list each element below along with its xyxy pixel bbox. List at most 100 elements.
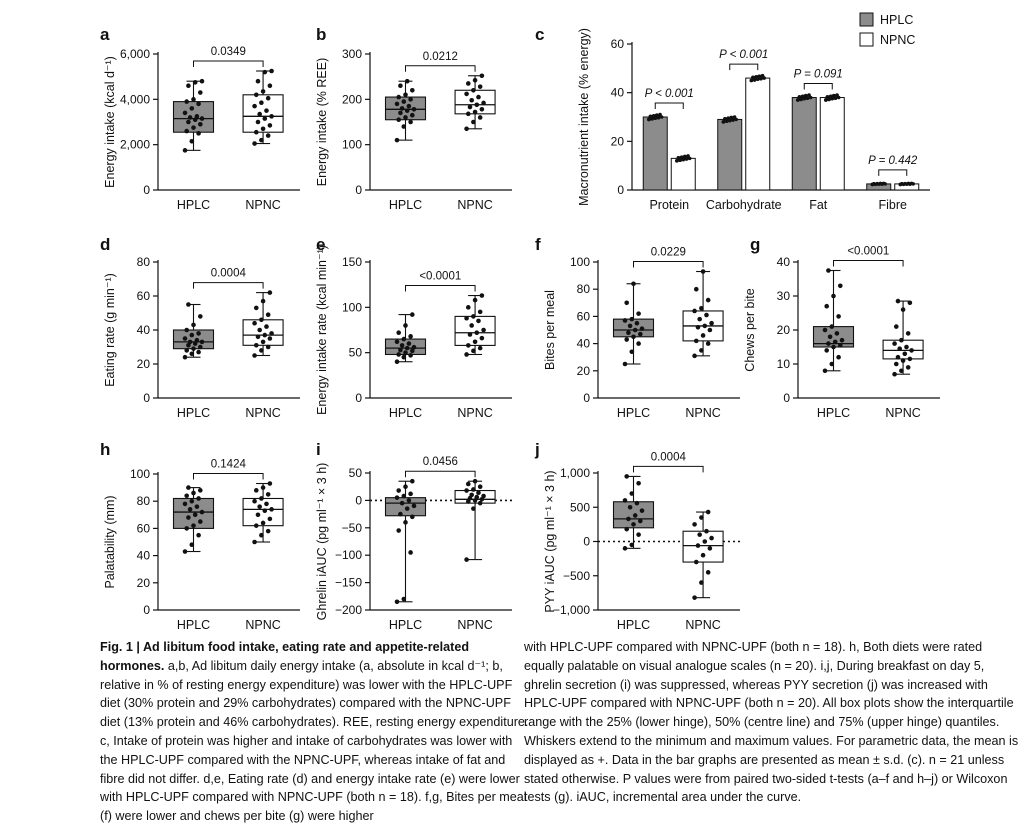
data-point <box>265 492 271 497</box>
data-point <box>622 498 628 503</box>
panel-label: f <box>535 235 541 254</box>
x-tick-label: HPLC <box>817 406 850 420</box>
data-point <box>198 121 203 127</box>
data-point <box>252 141 257 146</box>
panel-label: b <box>316 25 326 44</box>
data-point <box>880 182 884 186</box>
data-point <box>471 119 476 125</box>
data-point <box>675 159 679 163</box>
panel-label: g <box>750 235 760 254</box>
data-point <box>182 110 188 116</box>
box-npnc <box>242 481 284 545</box>
data-point <box>900 358 906 363</box>
x-tick-label: HPLC <box>177 198 210 212</box>
data-point <box>410 112 415 118</box>
data-point <box>834 331 840 336</box>
data-point <box>257 504 262 509</box>
significance-bracket <box>878 169 908 176</box>
y-tick-label: −500 <box>563 569 590 583</box>
data-point <box>401 596 407 602</box>
data-point <box>255 334 261 340</box>
p-value-label: 0.0004 <box>211 268 247 280</box>
data-point <box>396 352 402 357</box>
x-tick-label: Fat <box>809 198 828 212</box>
box-hplc <box>172 302 215 360</box>
data-point <box>396 117 402 123</box>
data-point <box>629 491 635 496</box>
data-point <box>464 352 469 357</box>
data-point <box>892 341 897 346</box>
bar-hplc <box>791 97 817 191</box>
legend-label: NPNC <box>880 33 915 47</box>
bar-group-fibre: P = 0.442 <box>866 155 920 191</box>
panel-d: 0 20 40 60 80 Eating rate (g min⁻¹) d HPLC NPNC 0… <box>100 235 300 420</box>
data-point <box>198 488 203 493</box>
data-point <box>705 509 711 515</box>
data-point <box>833 96 838 100</box>
y-tick-label: 80 <box>137 255 151 269</box>
data-point <box>634 320 640 326</box>
box-hplc <box>384 478 427 605</box>
y-tick-label: 0 <box>783 391 790 405</box>
data-point <box>883 182 887 186</box>
data-point <box>472 339 478 345</box>
data-point <box>624 474 629 479</box>
x-tick-label: HPLC <box>177 406 210 420</box>
data-point <box>189 351 195 357</box>
data-point <box>479 73 485 79</box>
y-tick-label: 2,000 <box>120 138 150 152</box>
data-point <box>899 368 904 374</box>
data-point <box>265 312 271 318</box>
data-point <box>626 330 631 336</box>
data-point <box>632 513 638 518</box>
data-point <box>184 128 189 134</box>
data-point <box>196 101 201 107</box>
data-point <box>394 101 400 107</box>
data-point <box>762 76 766 80</box>
bar-group-protein: P < 0.001 <box>642 88 696 191</box>
data-point <box>699 580 704 585</box>
data-point <box>639 508 645 513</box>
data-point <box>192 512 198 518</box>
data-point <box>259 532 264 538</box>
data-point <box>410 312 415 317</box>
data-point <box>396 528 402 533</box>
data-point <box>695 543 701 548</box>
data-point <box>189 106 195 111</box>
data-point <box>650 117 654 121</box>
data-point <box>398 83 403 89</box>
data-point <box>624 526 629 532</box>
data-point <box>892 371 897 377</box>
data-point <box>827 97 831 102</box>
x-tick-label: HPLC <box>617 618 650 632</box>
data-point <box>394 359 400 365</box>
y-tick-label: 6,000 <box>120 47 150 61</box>
data-point <box>186 343 191 348</box>
p-value-label: 0.0456 <box>423 456 458 468</box>
iqr-box <box>612 318 655 338</box>
panel-e: 0 50 100 150 Energy intake rate (kcal min⁻¹)… <box>315 235 512 420</box>
data-point <box>187 507 193 512</box>
data-point <box>467 332 473 337</box>
data-point <box>396 94 402 100</box>
p-value-label: 0.0229 <box>651 247 686 259</box>
data-point <box>192 117 198 123</box>
significance-bracket <box>193 60 264 67</box>
data-point <box>260 485 266 490</box>
data-point <box>476 490 481 496</box>
bar-npnc <box>745 77 771 191</box>
data-point <box>830 96 835 101</box>
data-point <box>191 322 196 328</box>
panel-label: a <box>100 25 110 44</box>
data-point <box>257 111 262 117</box>
data-point <box>693 559 699 565</box>
data-point <box>479 293 485 298</box>
data-point <box>264 501 269 507</box>
data-point <box>836 95 841 100</box>
significance-bracket <box>193 282 264 289</box>
data-point <box>873 182 878 187</box>
data-point <box>182 148 188 153</box>
x-tick-label: NPNC <box>457 618 492 632</box>
iqr-box <box>242 94 284 133</box>
data-point <box>262 508 268 514</box>
